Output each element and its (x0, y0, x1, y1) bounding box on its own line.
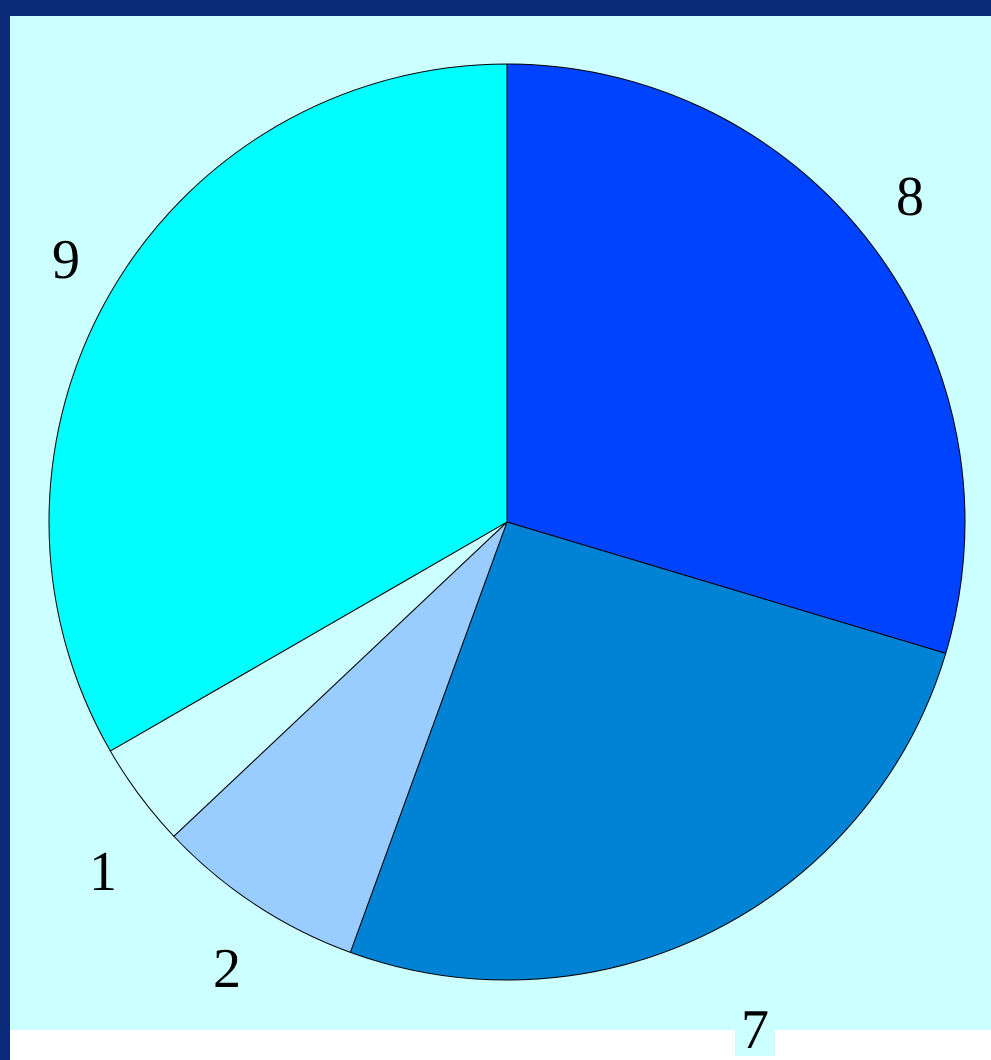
pie-slice-9 (48, 63, 508, 752)
pie-slice-8 (506, 63, 966, 654)
pie-slices (48, 63, 966, 981)
pie-label-1: 1 (89, 841, 117, 903)
pie-label-8: 8 (896, 166, 924, 228)
pie-slice-2 (173, 521, 508, 954)
pie-label-background-7 (735, 1002, 775, 1056)
bottom-strip (10, 1030, 991, 1060)
pie-slice-7 (349, 521, 947, 981)
pie-label-background-2 (207, 941, 247, 995)
pie-label-7: 7 (741, 999, 769, 1060)
pie-label-2: 2 (213, 938, 241, 1000)
pie-labels: 8 7 2 1 9 (52, 166, 924, 1060)
label-backgrounds (207, 941, 775, 1056)
pie-label-9: 9 (52, 229, 80, 291)
